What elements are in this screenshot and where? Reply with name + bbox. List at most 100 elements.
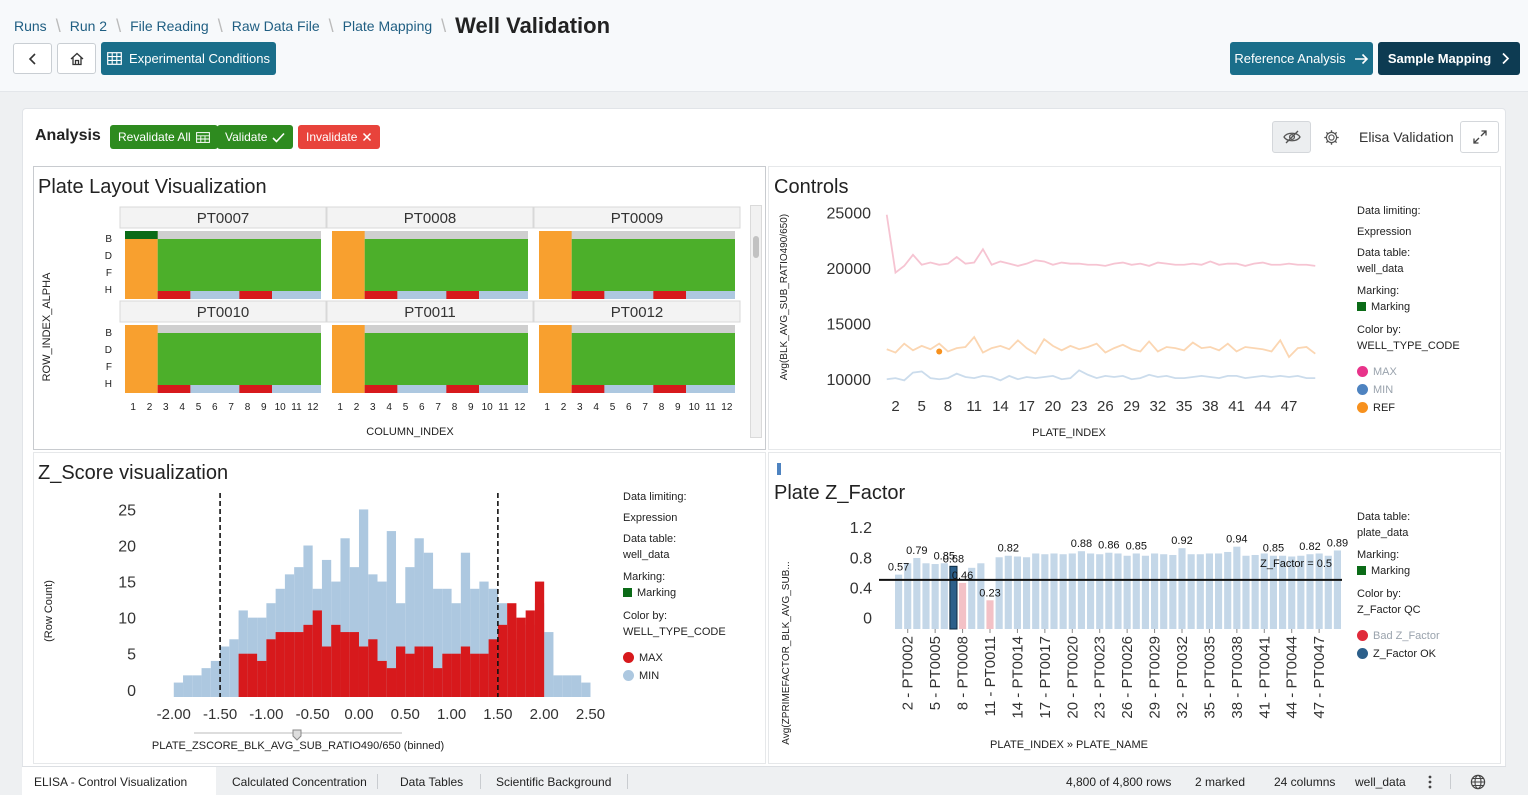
- column-tick-label: 7: [642, 402, 648, 413]
- column-tick-label: 4: [179, 402, 185, 413]
- histogram-bar-max: [507, 603, 517, 697]
- legend-data-limiting-value: Expression: [1357, 226, 1412, 238]
- blank-row: [539, 231, 735, 239]
- top-header: Runs \ Run 2 \ File Reading \ Raw Data F…: [0, 0, 1528, 92]
- y-tick-label: 20000: [827, 261, 872, 278]
- zfactor-chart[interactable]: 00.40.81.2Z_Factor = 0.50.570.79 0.850.68…: [769, 453, 1354, 765]
- x-tick-label: -2.00: [157, 706, 191, 723]
- column-tick-label: 2: [561, 402, 567, 413]
- histogram-bar-min: [377, 581, 387, 697]
- column-tick-label: 1: [337, 402, 343, 413]
- legend-item-max[interactable]: MAX: [623, 652, 663, 664]
- x-tick-label: 17 - PT0017: [1037, 636, 1054, 719]
- column-tick-label: 11: [705, 402, 716, 413]
- reference-analysis-button[interactable]: Reference Analysis: [1230, 42, 1373, 75]
- settings-button[interactable]: [1321, 127, 1341, 147]
- histogram-bar-min: [183, 675, 193, 697]
- z-factor-bar: [1050, 553, 1058, 629]
- scrollbar-thumb[interactable]: [753, 236, 759, 258]
- max-swatch: [623, 652, 634, 663]
- min-swatch: [1357, 384, 1368, 395]
- legend-item-z-factor-ok[interactable]: Z_Factor OK: [1357, 648, 1436, 660]
- globe-button[interactable]: [1470, 767, 1486, 796]
- x-tick-label: 1.50: [483, 706, 512, 723]
- zscore-panel: Z_Score visualization 0 5 10 15 20 25 -2.00 -1.…: [33, 452, 766, 764]
- controls-chart[interactable]: 10000 15000 20000 25000 2 5 8 11 14 17 20 23 26 29 32 3…: [769, 167, 1349, 451]
- z-factor-bar: [1114, 553, 1122, 629]
- experimental-conditions-button[interactable]: Experimental Conditions: [101, 42, 276, 75]
- plate-layout-scrollbar[interactable]: [750, 205, 762, 438]
- breadcrumb-run[interactable]: Run 2: [69, 18, 108, 34]
- invalidate-button[interactable]: Invalidate: [298, 125, 381, 149]
- breadcrumb-plate-mapping[interactable]: Plate Mapping: [342, 18, 433, 34]
- column-tick-label: 12: [307, 402, 319, 413]
- legend-item-bad-z-factor[interactable]: Bad Z_Factor: [1357, 630, 1440, 642]
- x-tick-label: -1.00: [249, 706, 283, 723]
- zscore-chart[interactable]: 0 5 10 15 20 25 -2.00 -1.50 -1.00 -0.50 0.00 0.50 1.…: [34, 453, 619, 765]
- y-tick-label: 25000: [827, 206, 872, 223]
- plate-name: PT0011: [404, 304, 455, 321]
- expand-icon: [1472, 130, 1487, 144]
- legend-color-by-label: Color by:: [1357, 588, 1402, 600]
- legend-color-by-label: Color by:: [623, 610, 668, 622]
- home-button[interactable]: [57, 43, 96, 74]
- x-tick-label: 2.00: [530, 706, 559, 723]
- legend-item-max[interactable]: MAX: [1357, 366, 1397, 378]
- ref-wells: [539, 325, 572, 393]
- legend-item-max-label: MAX: [639, 652, 663, 664]
- legend-data-table-value: plate_data: [1357, 527, 1409, 539]
- x-tick-label: 11 - PT0011: [982, 636, 999, 716]
- column-tick-label: 10: [689, 402, 701, 413]
- x-tick-label: 20: [1045, 398, 1062, 415]
- legend-marking-item[interactable]: Marking: [1357, 566, 1410, 577]
- histogram-bar-min: [479, 581, 489, 697]
- tab-scientific-background[interactable]: Scientific Background: [484, 767, 623, 796]
- histogram-bar-max: [368, 639, 378, 697]
- tab-data-tables[interactable]: Data Tables: [388, 767, 475, 796]
- sample-mapping-button[interactable]: Sample Mapping: [1378, 42, 1520, 75]
- bar-data-label: 0.85: [934, 550, 955, 562]
- more-options-button[interactable]: [1425, 767, 1435, 796]
- validate-button[interactable]: Validate: [217, 125, 294, 149]
- legend-item-min[interactable]: MIN: [623, 670, 659, 682]
- ref-wells: [539, 231, 572, 299]
- breadcrumb-runs[interactable]: Runs: [14, 18, 47, 34]
- back-button[interactable]: [13, 43, 52, 74]
- column-tick-label: 11: [291, 402, 302, 413]
- gear-icon: [1323, 129, 1339, 145]
- z-factor-bar: [940, 563, 948, 629]
- min-swatch: [623, 670, 634, 681]
- tab-elisa-control-visualization[interactable]: ELISA - Control Visualization: [22, 767, 216, 796]
- revalidate-all-button[interactable]: Revalidate All: [110, 125, 218, 149]
- column-tick-label: 7: [435, 402, 441, 413]
- x-tick-label: 14 - PT0014: [1009, 636, 1026, 719]
- z-factor-bar: [1260, 553, 1268, 629]
- x-tick-label: 2.50: [576, 706, 605, 723]
- tab-calculated-concentration[interactable]: Calculated Concentration: [220, 767, 379, 796]
- breadcrumb-separator: \: [328, 15, 334, 36]
- x-tick-label: 26 - PT0026: [1119, 636, 1136, 719]
- histogram-bar-max: [534, 581, 545, 697]
- expand-button[interactable]: [1460, 121, 1499, 153]
- legend-data-table-value: well_data: [623, 549, 670, 561]
- x-tick-label: 2 - PT0002: [900, 636, 917, 710]
- legend-item-min[interactable]: MIN: [1357, 384, 1393, 396]
- blank-row: [125, 231, 321, 239]
- bar-data-label: 0.46: [952, 570, 973, 582]
- breadcrumb-file-reading[interactable]: File Reading: [130, 18, 209, 34]
- column-tick-label: 10: [275, 402, 287, 413]
- tab-separator: [627, 774, 628, 789]
- legend-marking-item[interactable]: Marking: [623, 588, 676, 599]
- legend-item-ref[interactable]: REF: [1357, 402, 1395, 414]
- z-factor-bar: [949, 565, 958, 630]
- row-tick-label: B: [105, 328, 112, 339]
- breadcrumb-raw-data-file[interactable]: Raw Data File: [231, 18, 320, 34]
- legend-marking-item[interactable]: Marking: [1357, 302, 1410, 313]
- data-table-status[interactable]: well_data: [1355, 774, 1406, 789]
- histogram-bar-min: [210, 660, 221, 697]
- z-factor-bar: [913, 558, 921, 629]
- z-factor-bar: [931, 564, 939, 629]
- hide-button[interactable]: [1272, 121, 1311, 153]
- z-factor-bar: [1059, 554, 1067, 629]
